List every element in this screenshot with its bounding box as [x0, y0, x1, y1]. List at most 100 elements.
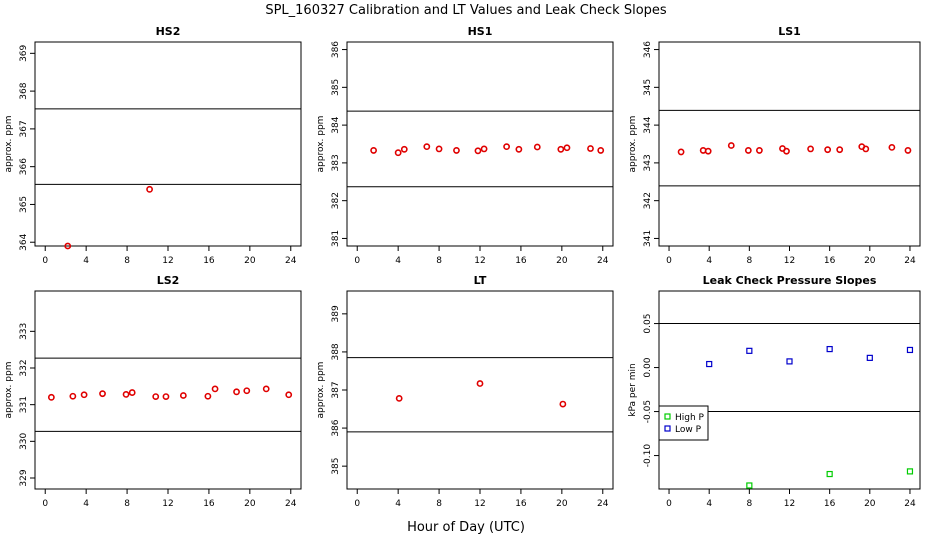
- x-tick-label: 0: [666, 499, 672, 509]
- y-tick-label: -0.10: [643, 444, 653, 468]
- y-tick-label: 368: [19, 82, 29, 99]
- x-tick-label: 8: [124, 256, 130, 266]
- data-point: [744, 147, 752, 154]
- x-tick-label: 8: [436, 256, 442, 266]
- y-axis-label: approx. ppm: [316, 362, 326, 419]
- x-tick-label: 24: [597, 499, 609, 509]
- x-tick-label: 4: [83, 256, 89, 266]
- y-tick-label: 0.05: [643, 314, 653, 334]
- panels-group: HS2 0 4 8 12 16 20 24 364 365 366 367 368 369 approx. …: [4, 25, 921, 509]
- data-point: [474, 147, 482, 155]
- data-point: [211, 385, 219, 393]
- y-tick-label: 385: [331, 458, 341, 475]
- data-point: [755, 147, 763, 154]
- data-point: [179, 392, 187, 399]
- panel-4: LT 0 4 8 12 16 20 24 385 386 387 388 389 approx. ppm: [316, 274, 614, 509]
- data-point: [80, 391, 88, 399]
- data-point: [836, 146, 844, 154]
- panel-5: Leak Check Pressure Slopes 0 4 8 12 16 20 24 -0.…: [628, 274, 921, 509]
- x-tick-label: 24: [904, 256, 916, 266]
- panel-title: LT: [474, 274, 487, 287]
- x-tick-label: 20: [244, 256, 256, 266]
- x-tick-label: 16: [203, 499, 215, 509]
- data-point: [435, 145, 443, 153]
- x-tick-label: 0: [42, 499, 48, 509]
- y-tick-label: 365: [19, 196, 29, 213]
- x-tick-label: 8: [436, 499, 442, 509]
- data-point: [706, 360, 713, 368]
- panel-2: LS1 0 4 8 12 16 20 24 341 342 343 344 345 346 approx. …: [628, 25, 921, 266]
- data-point: [563, 144, 571, 152]
- x-tick-label: 4: [706, 499, 712, 509]
- y-tick-label: 330: [19, 432, 29, 449]
- x-tick-label: 12: [162, 256, 173, 266]
- data-point: [476, 380, 484, 387]
- plot-frame: [34, 41, 302, 247]
- data-point: [727, 142, 735, 149]
- data-point: [503, 143, 510, 151]
- x-tick-label: 0: [666, 256, 672, 266]
- data-point: [480, 145, 488, 153]
- y-tick-label: 382: [331, 192, 341, 209]
- data-point: [807, 145, 814, 153]
- data-point: [826, 470, 833, 478]
- y-tick-label: 381: [331, 230, 341, 247]
- data-point: [559, 400, 567, 408]
- y-axis-label: approx. ppm: [4, 362, 14, 419]
- x-tick-label: 20: [864, 499, 876, 509]
- panel-title: Leak Check Pressure Slopes: [703, 274, 877, 287]
- data-point: [233, 388, 240, 396]
- panel-title: HS2: [156, 25, 181, 38]
- x-tick-label: 20: [864, 256, 876, 266]
- legend-marker: [664, 425, 671, 432]
- panel-3: LS2 0 4 8 12 16 20 24 329 330 331 332 333 approx. ppm: [4, 274, 302, 509]
- x-tick-label: 24: [597, 256, 609, 266]
- data-point: [400, 145, 408, 153]
- x-tick-label: 4: [83, 499, 89, 509]
- x-tick-label: 8: [746, 499, 752, 509]
- legend-entry-label: High P: [675, 413, 705, 423]
- data-point: [906, 346, 914, 354]
- x-tick-label: 12: [784, 256, 795, 266]
- data-point: [122, 390, 130, 398]
- y-tick-label: 369: [19, 44, 29, 61]
- data-point: [824, 146, 832, 154]
- y-axis-label: approx. ppm: [4, 116, 14, 173]
- data-point: [533, 143, 541, 151]
- data-point: [69, 392, 77, 400]
- x-tick-label: 16: [824, 499, 836, 509]
- x-tick-label: 12: [474, 256, 485, 266]
- y-axis-label: kPa per min: [628, 363, 638, 416]
- y-tick-label: 345: [643, 79, 653, 96]
- y-tick-label: 346: [643, 41, 653, 58]
- y-tick-label: 387: [331, 381, 341, 398]
- y-tick-label: 332: [19, 359, 29, 376]
- x-tick-label: 8: [746, 256, 752, 266]
- x-tick-label: 24: [904, 499, 916, 509]
- x-tick-label: 24: [285, 256, 297, 266]
- data-point: [262, 385, 270, 393]
- panel-1: HS1 0 4 8 12 16 20 24 381 382 383 384 385 386 approx. …: [316, 25, 614, 266]
- data-point: [746, 482, 753, 489]
- figure-xlabel: Hour of Day (UTC): [407, 520, 525, 535]
- x-tick-label: 12: [784, 499, 795, 509]
- panel-title: LS2: [157, 274, 180, 287]
- x-tick-label: 12: [474, 499, 485, 509]
- panel-title: LS1: [778, 25, 801, 38]
- x-tick-label: 16: [515, 499, 527, 509]
- data-point: [704, 147, 712, 155]
- y-tick-label: 366: [19, 158, 29, 175]
- x-tick-label: 4: [395, 256, 401, 266]
- y-tick-label: 385: [331, 79, 341, 96]
- y-tick-label: 341: [643, 230, 653, 247]
- x-tick-label: 0: [354, 499, 360, 509]
- legend-marker: [664, 413, 671, 420]
- data-point: [453, 147, 460, 154]
- data-point: [204, 392, 212, 400]
- data-point: [557, 145, 565, 153]
- data-point: [423, 143, 431, 151]
- x-tick-label: 16: [203, 256, 215, 266]
- figure-title: SPL_160327 Calibration and LT Values and…: [265, 3, 667, 18]
- y-tick-label: 342: [643, 192, 653, 209]
